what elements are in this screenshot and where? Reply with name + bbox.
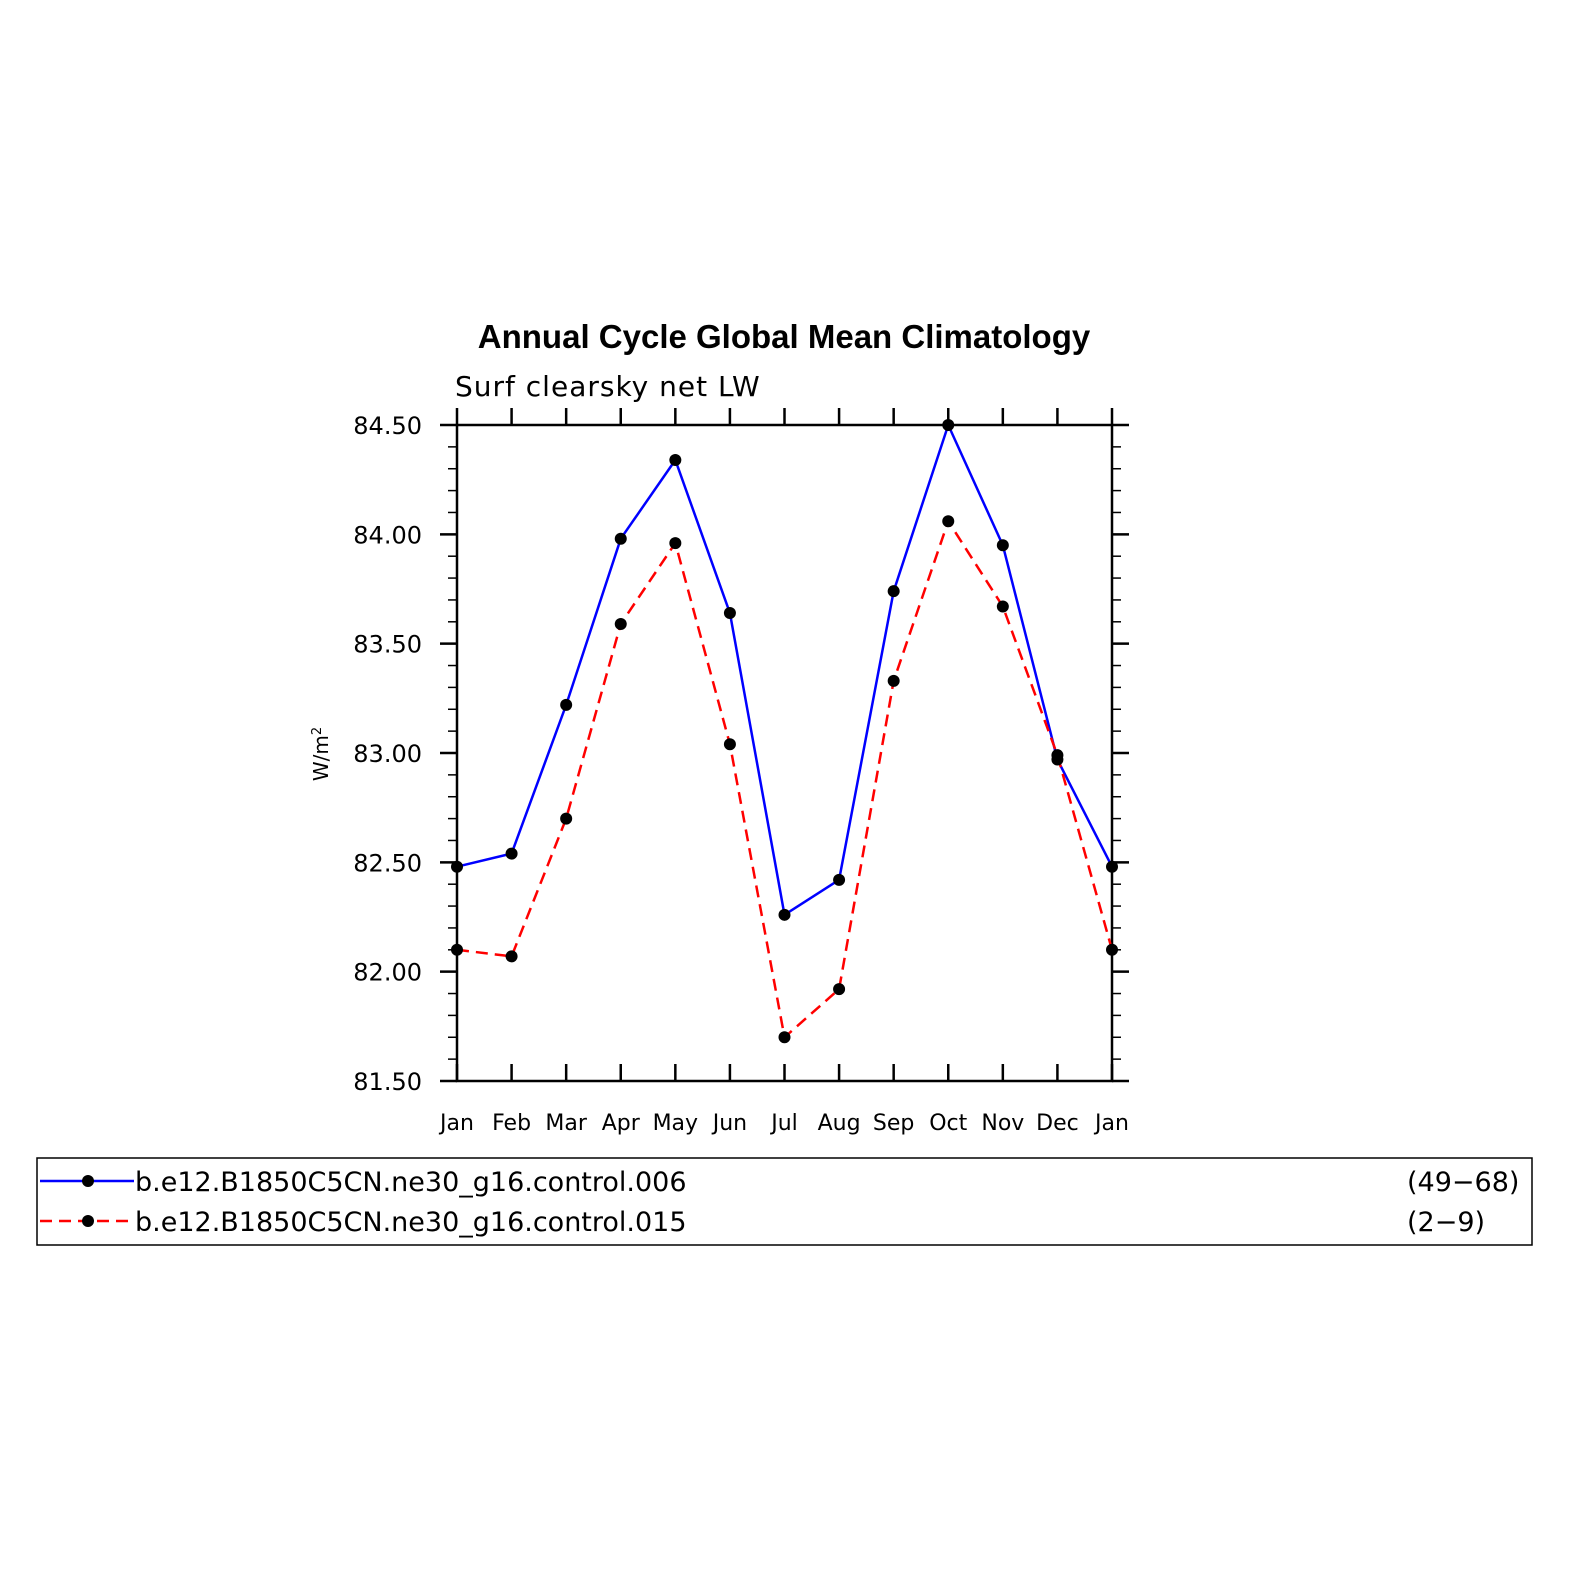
series-line-2 (456, 518, 1114, 1040)
data-point-series-1 (942, 419, 955, 431)
x-tick-label: Dec (1036, 1111, 1079, 1136)
x-tick-label: Apr (602, 1111, 641, 1136)
legend-box (36, 1157, 1533, 1246)
y-axis-label-unit: W/m (309, 735, 333, 781)
x-tick-label: Feb (492, 1111, 531, 1136)
data-point-series-1 (669, 453, 682, 466)
legend-label-1: b.e12.B1850C5CN.ne30_g16.control.006 (135, 1167, 687, 1198)
axes: 81.50 82.00 82.50 83.00 83.50 84.00 84.50 Jan Fe… (353, 408, 1129, 1136)
x-tick-label: Jan (1093, 1111, 1129, 1136)
data-point-series-2 (887, 674, 900, 687)
legend-years-1: (49−68) (1407, 1167, 1519, 1198)
data-point-series-1 (1106, 860, 1118, 873)
data-point-series-1 (996, 539, 1009, 552)
data-point-series-2 (996, 600, 1009, 613)
data-point-series-1 (614, 532, 627, 545)
data-point-series-2 (505, 950, 518, 963)
legend-years-2: (2−9) (1407, 1207, 1485, 1238)
x-tick-label: Oct (929, 1111, 967, 1136)
x-tick-label: Jun (711, 1111, 747, 1136)
data-point-series-1 (887, 585, 900, 598)
y-tick-label: 82.00 (353, 959, 422, 987)
data-point-series-2 (614, 617, 627, 630)
legend: b.e12.B1850C5CN.ne30_g16.control.006 (49−… (40, 1167, 1519, 1238)
plot-frame (455, 423, 1114, 1083)
x-tick-label: Sep (873, 1111, 914, 1136)
data-point-series-2 (778, 1031, 791, 1044)
y-tick-label: 82.50 (353, 849, 422, 877)
y-tick-label: 83.00 (353, 740, 422, 768)
data-point-series-2 (451, 943, 463, 956)
legend-marker-1 (82, 1175, 94, 1187)
data-point-series-2 (833, 983, 846, 996)
x-tick-label: Aug (818, 1111, 861, 1136)
y-tick-label: 81.50 (353, 1068, 422, 1096)
data-point-series-2 (1106, 943, 1118, 956)
data-point-series-2 (1051, 749, 1064, 762)
y-tick-label: 83.50 (353, 631, 422, 659)
x-tick-label: May (653, 1111, 698, 1136)
data-point-series-1 (451, 860, 463, 873)
x-tick-label: Mar (545, 1111, 587, 1136)
x-tick-label: Nov (981, 1111, 1024, 1136)
data-point-series-1 (723, 607, 736, 620)
series-layer (451, 419, 1118, 1044)
data-point-series-2 (560, 812, 573, 825)
y-axis-label-superscript: 2 (310, 727, 325, 735)
chart-subtitle: Surf clearsky net LW (455, 370, 761, 403)
legend-label-2: b.e12.B1850C5CN.ne30_g16.control.015 (135, 1207, 687, 1238)
data-point-series-1 (833, 873, 846, 886)
y-tick-label: 84.50 (353, 412, 422, 440)
y-tick-label: 84.00 (353, 521, 422, 549)
x-tick-label: Jul (769, 1111, 798, 1136)
series-line-1 (456, 421, 1114, 917)
data-point-series-2 (942, 515, 955, 528)
data-point-series-1 (560, 698, 573, 711)
data-point-series-1 (505, 847, 518, 860)
legend-marker-2 (82, 1215, 94, 1227)
data-point-series-2 (669, 537, 682, 550)
chart-title: Annual Cycle Global Mean Climatology (478, 318, 1091, 355)
x-tick-label: Jan (438, 1111, 474, 1136)
data-point-series-1 (778, 908, 791, 921)
data-point-series-2 (723, 738, 736, 751)
y-axis-label: W/m2 (309, 727, 333, 781)
